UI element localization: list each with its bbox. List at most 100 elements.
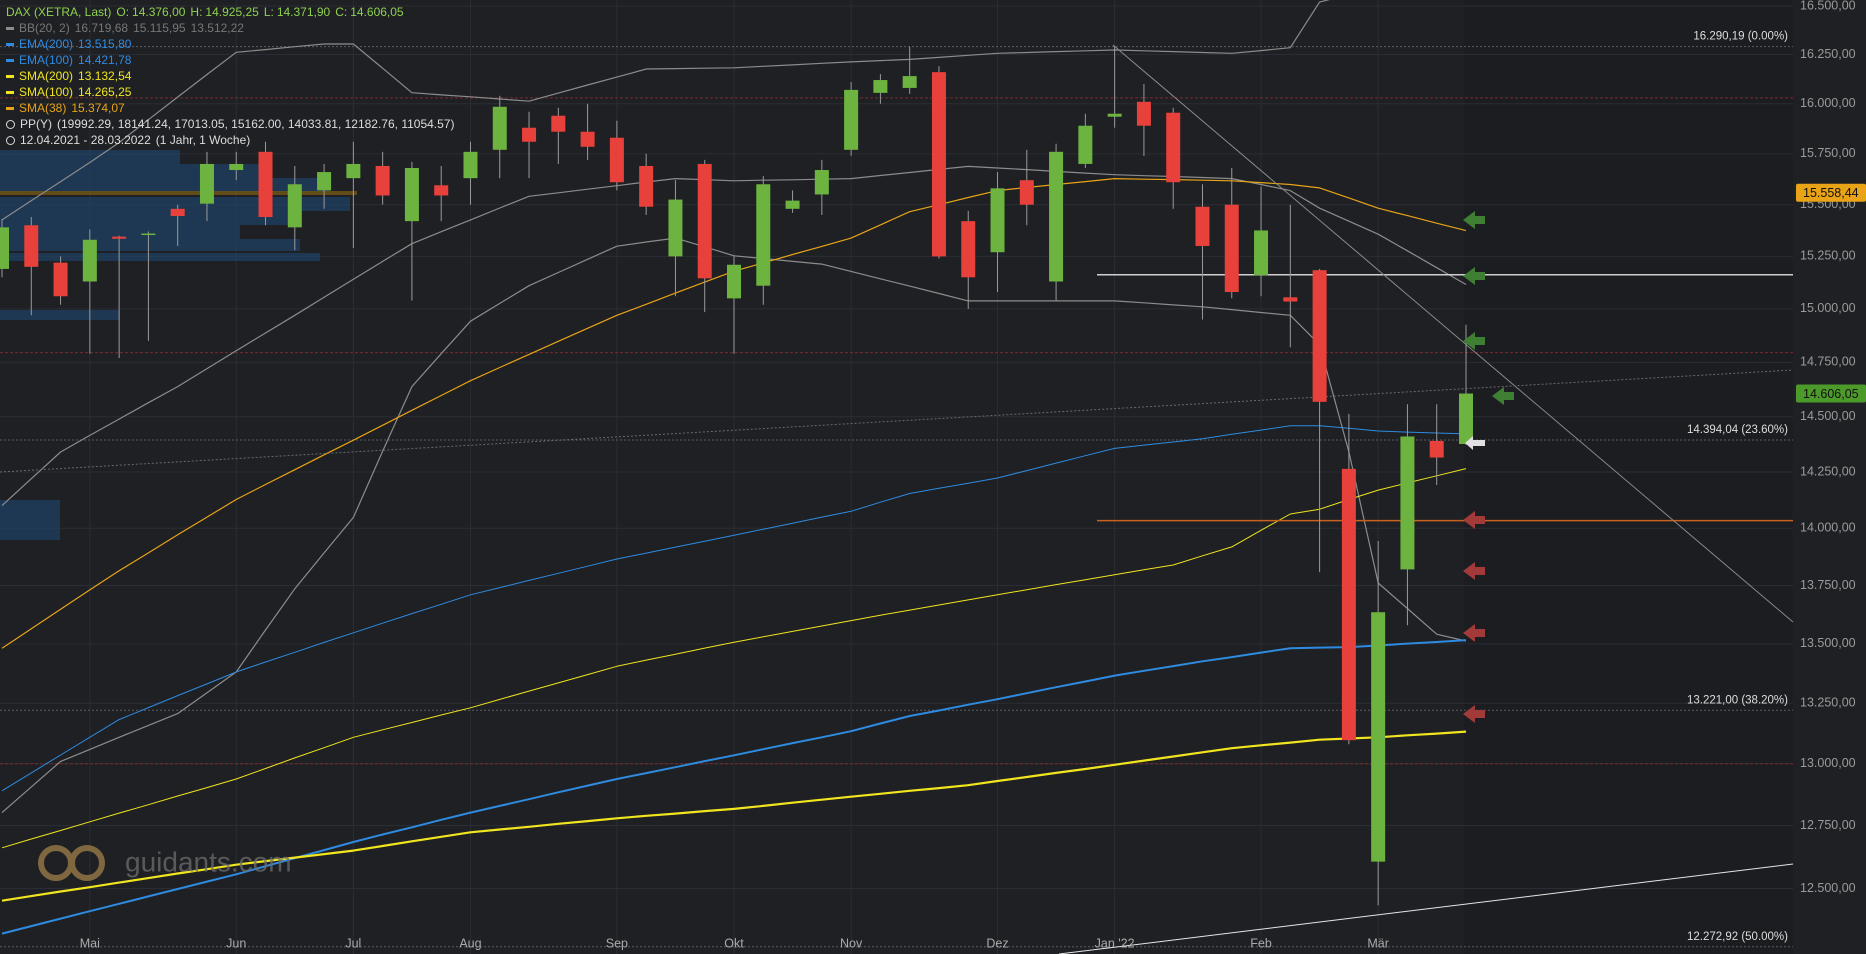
candle-body [1312,270,1327,402]
candle-body [1166,112,1181,183]
candle-body [727,264,741,299]
candle-body [961,221,976,278]
y-tick-label: 16.500,00 [1800,0,1856,12]
candle-body [785,200,800,209]
candle-body [1429,440,1444,458]
indicator-line [1,425,1467,792]
x-tick-label: Okt [724,936,744,950]
y-tick-label: 15.250,00 [1800,249,1856,263]
fib-label: 16.290,19 (0.00%) [1693,31,1788,43]
candle-body [609,137,624,183]
y-tick-label: 13.250,00 [1800,696,1856,710]
y-tick-label: 13.750,00 [1800,578,1856,592]
y-tick-label: 14.750,00 [1800,355,1856,369]
candle-body [1400,436,1415,570]
ohlc-prefix: O: [116,5,130,19]
candle-body [53,262,68,297]
y-tick-label: 12.750,00 [1800,818,1856,832]
trend-line [1058,863,1794,954]
cursor-arrow [1465,436,1485,450]
ohlc-value: 14.925,25 [205,5,259,19]
legend-name: PP(Y) [20,117,53,131]
legend-value: 13.512,22 [190,21,244,35]
candle-body [1371,612,1386,862]
y-tick-label: 14.000,00 [1800,521,1856,535]
candle-body [990,188,1005,253]
legend-value: 14.265,25 [78,85,132,99]
candle-body [287,184,302,228]
candle-body [580,131,595,147]
arrow-buy [1463,332,1485,350]
x-tick-label: Jun [226,936,246,950]
legend-item: SMA(100) 14.265,25 [6,84,454,100]
candle-body [1019,180,1034,205]
candle-body [697,163,712,279]
candle-body [463,151,478,179]
price-tag [1796,183,1866,202]
bollinger-upper [1,0,1330,221]
legend-value: 15.374,07 [71,101,125,115]
indicator-line [1,639,1467,935]
y-tick-label: 12.500,00 [1800,881,1856,895]
legend-item: 12.04.2021 - 28.03.2022 (1 Jahr, 1 Woche… [6,132,454,148]
legend-swatch [6,58,14,62]
x-tick-label: Mär [1367,936,1389,950]
candle-body [1195,206,1210,246]
candle-body [522,127,537,142]
arrow-sell [1463,624,1485,642]
y-tick-label: 15.000,00 [1800,301,1856,315]
candle-body [551,115,566,132]
arrow-buy [1492,387,1514,405]
ohlc-prefix: H: [190,5,203,19]
candle-body [756,184,771,286]
ohlc-prefix: C: [335,5,348,19]
candle-body [931,72,946,257]
bollinger-lower [1,237,1467,814]
legend-swatch [6,90,14,94]
candle-body [1078,125,1093,164]
volume-profile [0,150,357,540]
y-tick-label: 15.750,00 [1800,146,1856,160]
pivot-icon [6,119,15,129]
clock-icon [6,135,15,145]
candle-body [112,236,127,239]
legend-value: 14.421,78 [78,53,132,67]
arrow-sell [1463,511,1485,529]
legend-item: EMA(100) 14.421,78 [6,52,454,68]
candle-body [1107,113,1122,117]
candle-body [258,151,273,218]
candle-body [1459,393,1473,444]
candle-body [199,163,214,204]
legend-swatch [6,26,14,30]
legend-name: SMA(38) [19,101,67,115]
ohlc-value: 14.606,05 [350,5,404,19]
x-tick-label: Feb [1250,936,1272,950]
y-tick-label: 16.000,00 [1800,96,1856,110]
candle-body [492,106,507,150]
fib-label: 14.394,04 (23.60%) [1687,424,1788,436]
legend-value: 13.132,54 [78,69,132,83]
legend-item: SMA(38) 15.374,07 [6,100,454,116]
legend-value: 13.515,80 [78,37,132,51]
arrow-buy [1463,267,1485,285]
legend-item: BB(20, 2) 16.719,68 15.115,95 13.512,22 [6,20,454,36]
candle-body [902,76,917,88]
y-tick-label: 13.000,00 [1800,756,1856,770]
price-tag-label: 15.558,44 [1803,186,1859,200]
ohlc-value: 14.371,90 [276,5,331,19]
candle-body [141,233,156,236]
candle-body [375,165,390,196]
volume-bar [0,253,320,261]
signal-arrows [1463,211,1514,723]
logo-ring [69,845,105,881]
x-tick-label: Mai [80,936,100,950]
legend-value: 16.719,68 [74,21,129,35]
candle-body [404,168,419,222]
candle-body [1283,297,1298,302]
period: (1 Jahr, 1 Woche) [155,133,251,147]
ohlc-prefix: L: [263,5,274,19]
candle-body [668,199,683,257]
legend-name: BB(20, 2) [19,21,70,35]
legend-item: PP(Y) (19992.29, 18141.24, 17013.05, 151… [6,116,454,132]
indicator-line [1,468,1467,849]
